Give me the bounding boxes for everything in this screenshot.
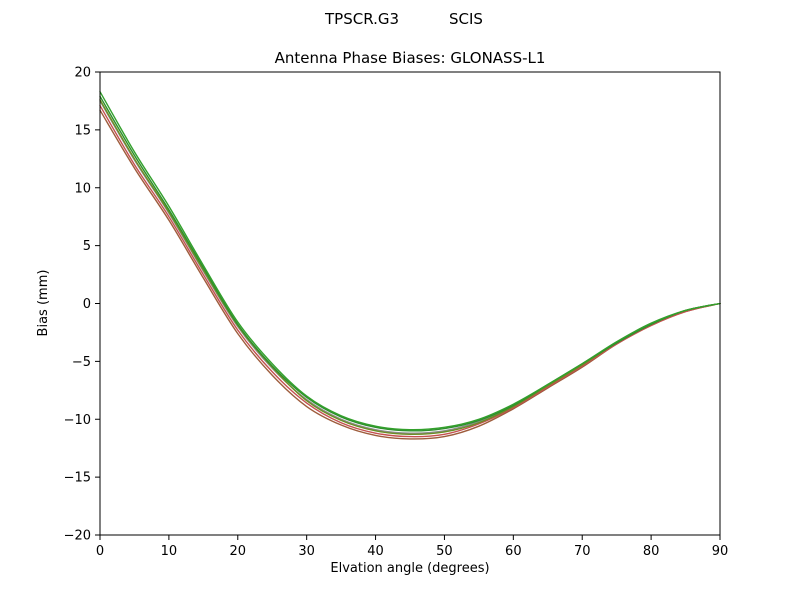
x-tick-label: 70 [574, 544, 591, 559]
series-path-line-2 [99, 109, 721, 440]
x-tick-label: 0 [96, 544, 104, 559]
x-tick-label: 10 [161, 544, 178, 559]
plot-area: 0 10 20 30 40 50 60 70 80 90 −20 −15 −10 −5 0 5 10 15 20 [64, 66, 729, 560]
y-axis-label: Bias (mm) [36, 270, 51, 337]
y-tick-label: −5 [72, 355, 91, 370]
series-path-line-5 [99, 95, 721, 432]
y-tick-label: 20 [74, 66, 91, 81]
x-tick-label: 20 [230, 544, 247, 559]
y-tick-label: 5 [83, 239, 91, 254]
series-path-line-6 [99, 90, 721, 431]
series-path-line-1 [99, 100, 721, 434]
y-tick-label: −10 [64, 413, 91, 428]
y-tick-label: 0 [83, 297, 91, 312]
x-tick-label: 90 [712, 544, 729, 559]
x-tick-label: 50 [436, 544, 453, 559]
chart-title: Antenna Phase Biases: GLONASS-L1 [275, 49, 546, 67]
y-tick-label: 15 [74, 123, 91, 138]
y-tick-label: 10 [74, 181, 91, 196]
series-path-line-3 [99, 104, 721, 438]
axes-frame [99, 71, 721, 536]
x-tick-label: 30 [298, 544, 315, 559]
series-path-line-4 [99, 99, 721, 436]
axes-border [99, 71, 721, 536]
x-axis-label: Elvation angle (degrees) [330, 561, 489, 576]
y-tick-label: −20 [64, 529, 91, 544]
suptitle-right: SCIS [449, 10, 483, 28]
y-tick-label: −15 [64, 471, 91, 486]
x-tick-label: 60 [505, 544, 522, 559]
x-tick-label: 80 [643, 544, 660, 559]
x-tick-label: 40 [367, 544, 384, 559]
suptitle-left: TPSCR.G3 [324, 10, 399, 28]
